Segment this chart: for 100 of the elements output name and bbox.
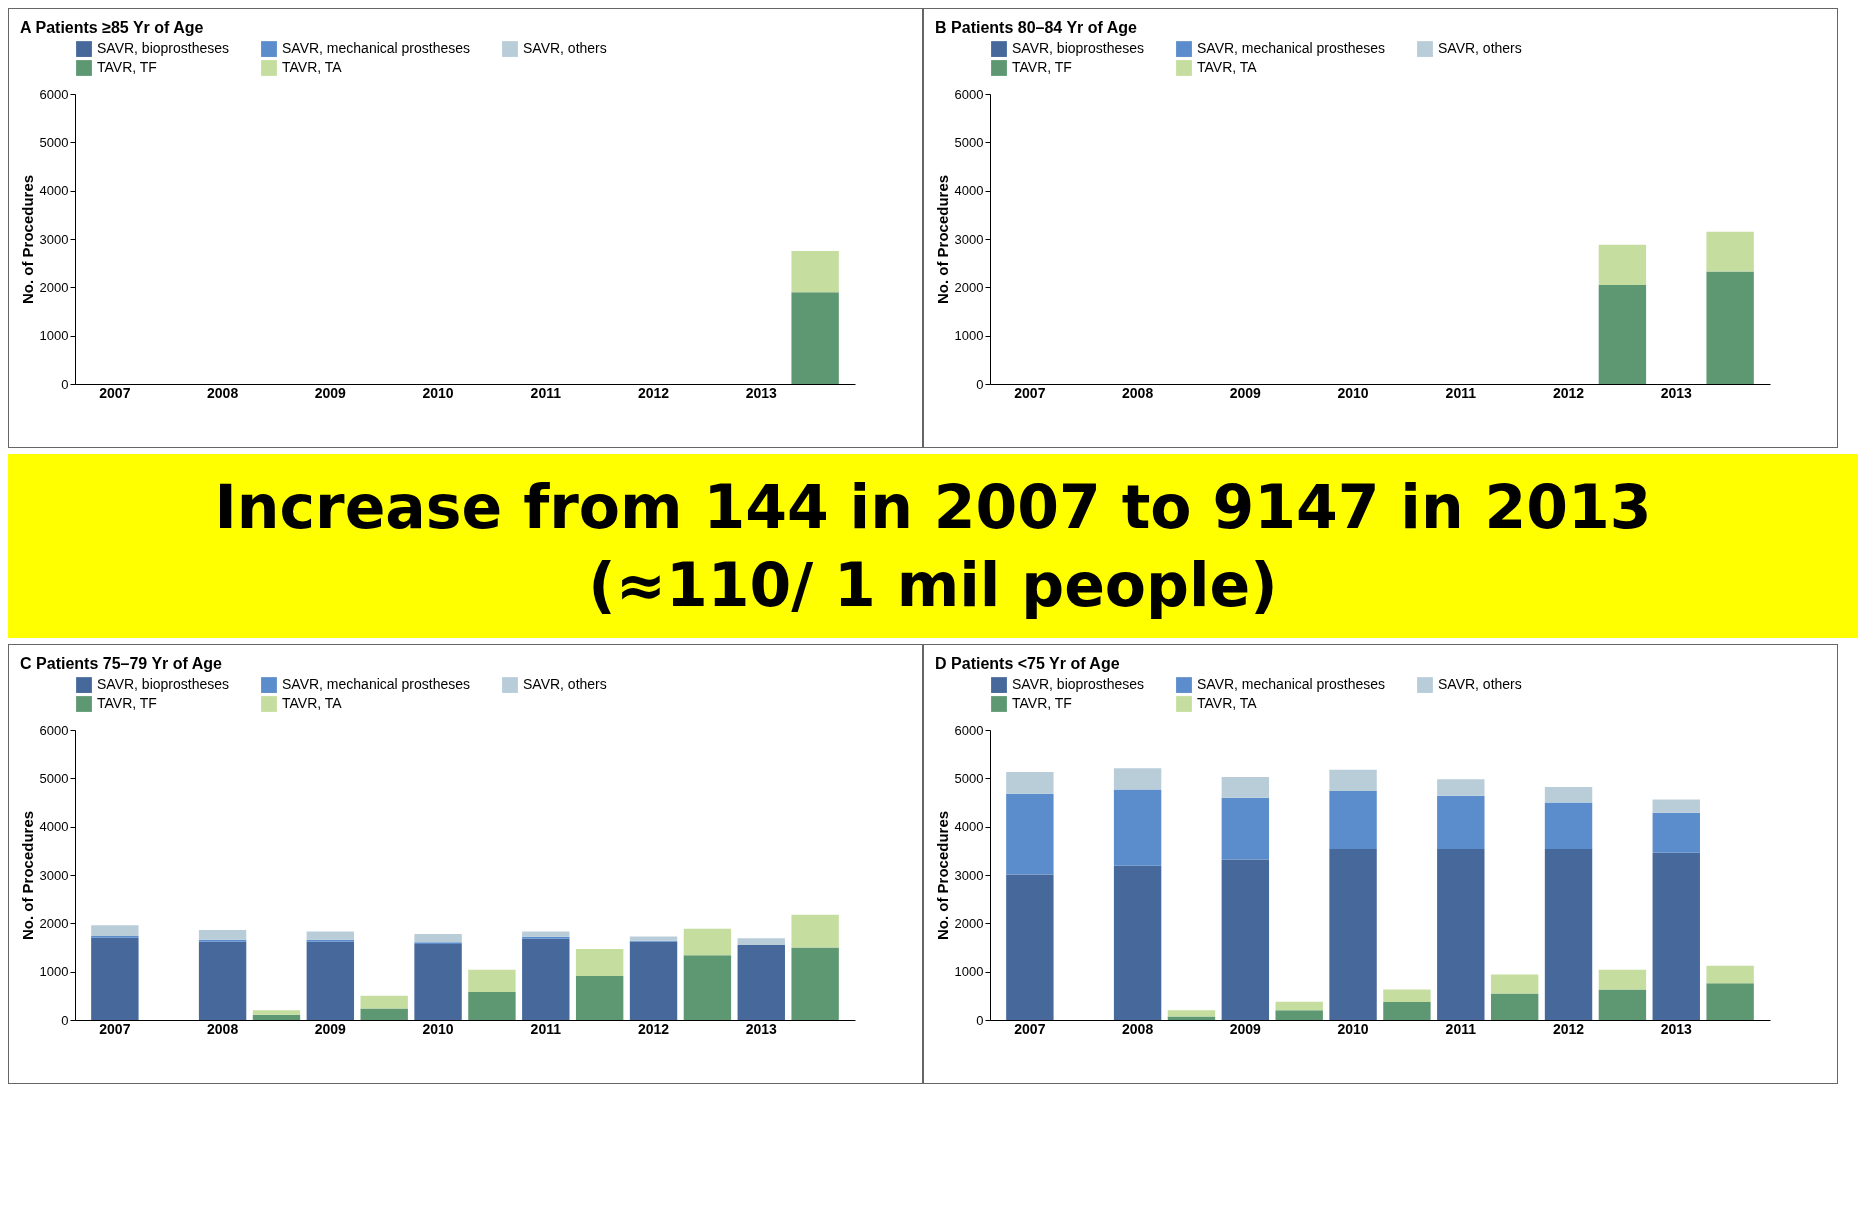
bar — [1598, 969, 1647, 990]
bar — [198, 941, 247, 1020]
x-tick-label: 2008 — [1122, 1020, 1154, 1037]
bar — [306, 941, 355, 1020]
x-tick-label: 2012 — [637, 384, 670, 401]
bar — [468, 969, 516, 992]
x-tick-label: 2009 — [314, 384, 347, 401]
bar — [1544, 787, 1593, 803]
bar — [1598, 989, 1647, 1020]
x-tick-label: 2013 — [1660, 1020, 1693, 1037]
bar — [468, 991, 516, 1020]
legend-label: SAVR, others — [1438, 676, 1522, 693]
x-tick-label: 2008 — [1122, 384, 1154, 401]
bar — [1113, 768, 1162, 790]
bar — [1598, 244, 1647, 285]
y-tick-label: 2000 — [954, 279, 984, 295]
bar — [1329, 769, 1377, 791]
bar — [360, 995, 408, 1009]
legend-label: SAVR, bioprostheses — [1012, 676, 1145, 693]
x-tick-label: 2007 — [99, 384, 131, 401]
y-axis-title: No. of Procedures — [933, 810, 951, 941]
y-tick-label: 5000 — [39, 134, 69, 150]
bar — [91, 937, 139, 1020]
x-tick-label: 2013 — [745, 1020, 778, 1037]
x-tick-label: 2011 — [1445, 1020, 1477, 1037]
bar — [1544, 802, 1593, 849]
x-tick-label: 2008 — [207, 384, 239, 401]
x-tick-label: 2007 — [1014, 384, 1046, 401]
bar — [683, 928, 732, 956]
bar — [791, 947, 839, 1020]
y-tick-label: 6000 — [954, 722, 984, 738]
x-tick-label: 2012 — [1552, 384, 1585, 401]
legend-label: SAVR, bioprostheses — [1012, 40, 1145, 57]
y-tick-label: 5000 — [954, 770, 984, 786]
bar — [1113, 789, 1162, 866]
bar — [1652, 852, 1700, 1020]
y-tick-label: 6000 — [954, 86, 984, 102]
legend-label: SAVR, bioprostheses — [97, 676, 230, 693]
bar — [1006, 772, 1054, 794]
bar — [1706, 271, 1754, 384]
chart-title: A Patients ≥85 Yr of Age — [20, 19, 204, 36]
legend-label: TAVR, TF — [1012, 59, 1072, 75]
y-tick-label: 4000 — [954, 819, 984, 835]
chart-title: D Patients <75 Yr of Age — [935, 655, 1120, 672]
y-tick-label: 3000 — [954, 867, 984, 883]
y-tick-label: 5000 — [954, 134, 984, 150]
legend-label: TAVR, TF — [1012, 695, 1072, 711]
bar — [91, 925, 139, 936]
bar — [791, 914, 839, 948]
y-tick-label: 1000 — [954, 328, 984, 344]
bar — [1329, 848, 1377, 1020]
y-tick-label: 2000 — [954, 915, 984, 931]
chart-title: B Patients 80–84 Yr of Age — [935, 19, 1138, 36]
x-tick-label: 2010 — [1337, 384, 1369, 401]
bar — [1167, 1010, 1216, 1017]
bar — [1006, 793, 1054, 875]
bar — [1598, 284, 1647, 384]
x-tick-label: 2013 — [745, 384, 778, 401]
y-tick-label: 0 — [976, 376, 984, 392]
y-tick-label: 0 — [61, 1012, 69, 1028]
y-tick-label: 1000 — [39, 328, 69, 344]
legend-label: TAVR, TF — [97, 695, 157, 711]
legend-label: TAVR, TA — [282, 695, 343, 711]
legend-label: SAVR, bioprostheses — [97, 40, 230, 57]
bar — [629, 936, 678, 941]
y-tick-label: 3000 — [954, 231, 984, 247]
bar — [1490, 993, 1539, 1020]
bar — [1490, 974, 1539, 994]
bar — [575, 976, 624, 1020]
bar — [1383, 989, 1431, 1003]
bar — [629, 941, 678, 1020]
legend-label: SAVR, others — [523, 40, 607, 57]
bar — [360, 1008, 408, 1020]
legend-label: SAVR, others — [523, 676, 607, 693]
y-tick-label: 0 — [976, 1012, 984, 1028]
y-tick-label: 5000 — [39, 770, 69, 786]
bar — [1221, 797, 1270, 860]
legend-label: TAVR, TA — [282, 59, 343, 75]
y-tick-label: 2000 — [39, 279, 69, 295]
chart-title: C Patients 75–79 Yr of Age — [20, 655, 223, 672]
x-tick-label: 2011 — [530, 384, 562, 401]
legend-label: SAVR, mechanical prostheses — [282, 40, 471, 57]
y-axis-title: No. of Procedures — [18, 174, 36, 305]
x-tick-label: 2012 — [637, 1020, 670, 1037]
y-tick-label: 3000 — [39, 231, 69, 247]
legend-label: SAVR, mechanical prostheses — [1197, 676, 1386, 693]
x-tick-label: 2011 — [1445, 384, 1477, 401]
bar — [1706, 231, 1754, 272]
bar — [1329, 790, 1377, 849]
bar — [575, 948, 624, 977]
bar — [737, 945, 785, 1020]
y-axis-title: No. of Procedures — [18, 810, 36, 941]
y-tick-label: 4000 — [39, 183, 69, 199]
x-tick-label: 2010 — [422, 384, 454, 401]
bar — [414, 933, 462, 943]
bar — [252, 1014, 301, 1020]
y-axis-title: No. of Procedures — [933, 174, 951, 305]
legend-label: TAVR, TF — [97, 59, 157, 75]
x-tick-label: 2013 — [1660, 384, 1693, 401]
bar — [1221, 859, 1270, 1020]
